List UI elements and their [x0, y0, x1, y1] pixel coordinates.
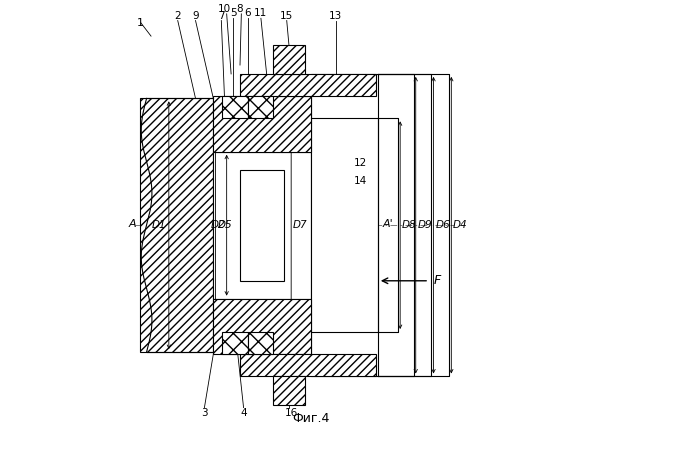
Text: 9: 9 — [192, 10, 199, 21]
Text: 1: 1 — [136, 18, 143, 28]
Text: 8: 8 — [237, 4, 244, 14]
Text: 7: 7 — [218, 10, 225, 21]
Text: D9: D9 — [417, 220, 432, 230]
Text: 2: 2 — [174, 10, 181, 21]
Text: 15: 15 — [280, 10, 293, 21]
Bar — [214, 96, 311, 152]
Text: 13: 13 — [329, 10, 342, 21]
Text: 10: 10 — [218, 4, 231, 14]
Bar — [222, 96, 248, 119]
Text: Фиг.4: Фиг.4 — [292, 412, 330, 425]
Text: A': A' — [383, 219, 393, 229]
Text: F: F — [433, 274, 440, 287]
Text: 11: 11 — [254, 9, 267, 18]
Text: D6: D6 — [436, 220, 450, 230]
Text: D5: D5 — [217, 220, 232, 230]
Bar — [274, 45, 304, 74]
Bar — [240, 170, 285, 281]
Bar — [311, 74, 378, 376]
Text: D2: D2 — [210, 220, 225, 230]
Text: D7: D7 — [293, 220, 308, 230]
Text: D3: D3 — [246, 220, 260, 230]
Text: 3: 3 — [201, 408, 208, 418]
Text: 12: 12 — [353, 158, 366, 168]
Text: D1: D1 — [152, 220, 167, 230]
Bar — [240, 354, 376, 376]
Bar — [222, 332, 248, 354]
Text: 14: 14 — [353, 176, 366, 186]
Text: 5: 5 — [230, 9, 237, 18]
Bar — [240, 74, 376, 96]
Bar — [140, 98, 214, 352]
Bar — [214, 299, 311, 354]
Text: 6: 6 — [244, 9, 251, 18]
Bar — [214, 152, 311, 299]
Text: 16: 16 — [285, 408, 298, 418]
Text: 4: 4 — [240, 408, 247, 418]
Text: D8: D8 — [402, 220, 417, 230]
Bar — [248, 332, 274, 354]
Bar — [248, 96, 274, 119]
Text: D4: D4 — [453, 220, 468, 230]
Bar — [274, 376, 304, 405]
Text: A: A — [128, 219, 136, 229]
